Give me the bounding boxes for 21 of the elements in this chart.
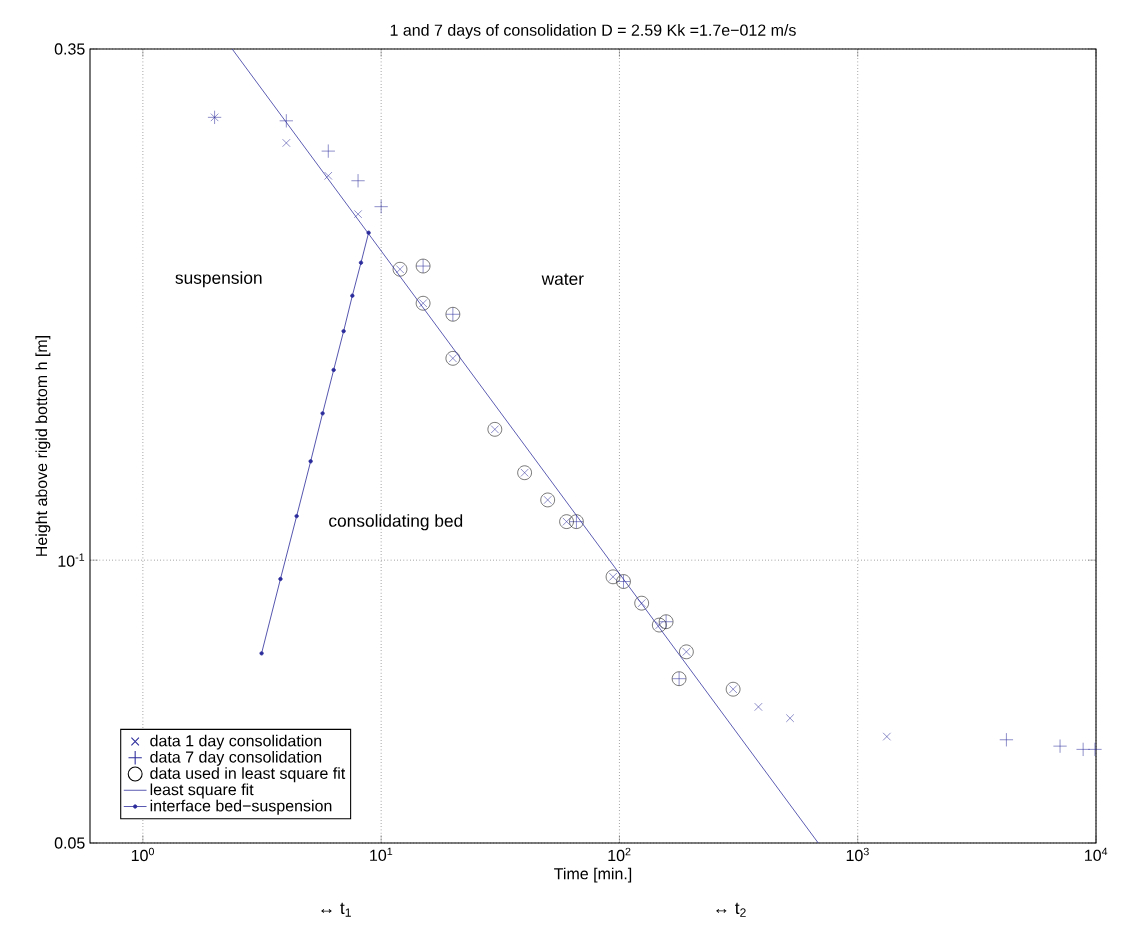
x-tick-label: 10$^{4}$	[1085, 847, 1108, 862]
x-axis-title: Time [min.]	[554, 867, 632, 883]
legend-label: data used in least square fit	[150, 767, 346, 783]
annotation: consolidating bed	[329, 514, 463, 531]
x-tick-label: 10$^{2}$	[608, 847, 631, 862]
annotation: water	[541, 273, 584, 285]
legend-label: interface bed−suspension	[150, 799, 332, 815]
x-tick-label: 10$^{1}$	[370, 847, 393, 862]
annotation: suspension	[175, 271, 262, 288]
y-tick-label: 10$^{-1}$	[58, 553, 85, 567]
y-tick-label: 0.05	[54, 837, 85, 849]
x-tick-label: 10$^{3}$	[846, 847, 869, 862]
text: ↔ t$_{2}$	[716, 902, 746, 917]
text: ↔ t$_{1}$	[321, 902, 351, 917]
x-tick-label: 10$^{0}$	[131, 847, 154, 862]
chart-title: 1 and 7 days of consolidation D = 2.59 Kk =1.7e−012 m/s	[390, 24, 796, 39]
legend-label: least square fit	[150, 783, 254, 799]
y-tick-label: 0.35	[54, 43, 85, 55]
y-axis-title: Height above rigid bottom h [m]	[35, 336, 51, 556]
legend-label: data 1 day consolidation	[150, 734, 322, 750]
legend-label: data 7 day consolidation	[150, 750, 322, 766]
